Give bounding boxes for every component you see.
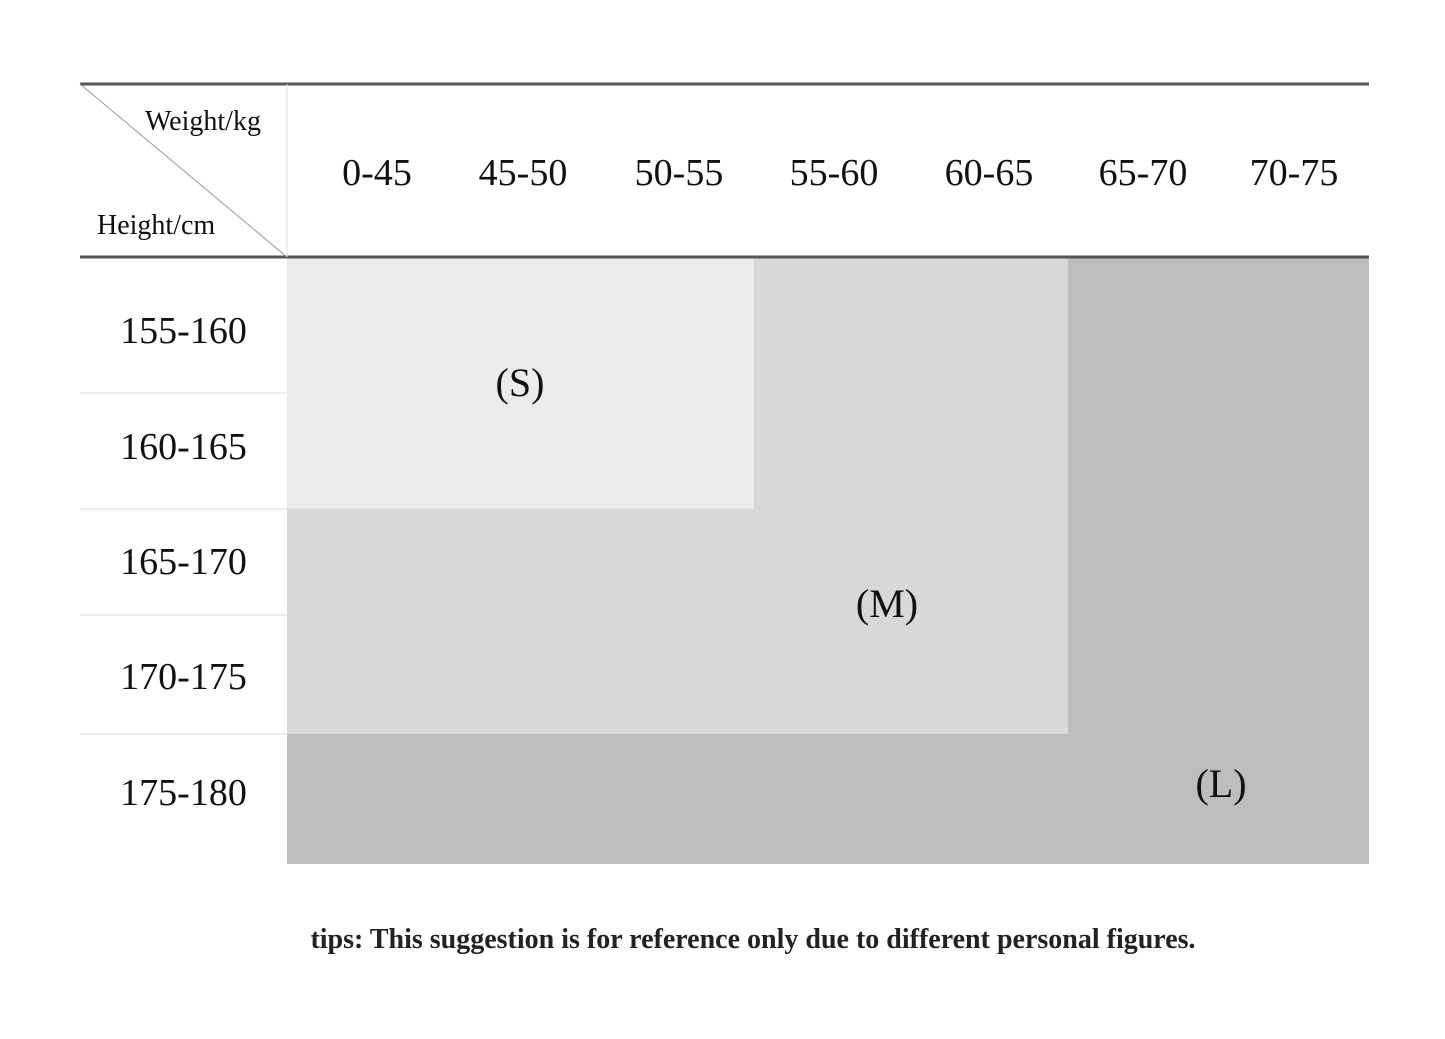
- region-s: [287, 257, 754, 509]
- column-header: 0-45: [342, 152, 412, 194]
- size-label: (S): [495, 360, 545, 405]
- row-header: 165-170: [120, 541, 247, 583]
- row-header: 160-165: [120, 426, 247, 468]
- size-label: (M): [855, 581, 919, 626]
- column-header: 65-70: [1098, 152, 1188, 194]
- corner-diagonal: [79, 83, 288, 258]
- column-header: 45-50: [478, 152, 568, 194]
- column-header: 60-65: [944, 152, 1034, 194]
- column-header: 55-60: [789, 152, 879, 194]
- row-header: 175-180: [120, 772, 247, 814]
- size-label: (L): [1195, 761, 1247, 806]
- column-header: 50-55: [634, 152, 724, 194]
- weight-label: Weight/kg: [145, 106, 261, 137]
- column-header: 70-75: [1249, 152, 1339, 194]
- row-header: 155-160: [120, 310, 247, 352]
- height-label: Height/cm: [97, 210, 216, 241]
- row-header: 170-175: [120, 656, 247, 698]
- tip-text: tips: This suggestion is for reference o…: [310, 924, 1196, 955]
